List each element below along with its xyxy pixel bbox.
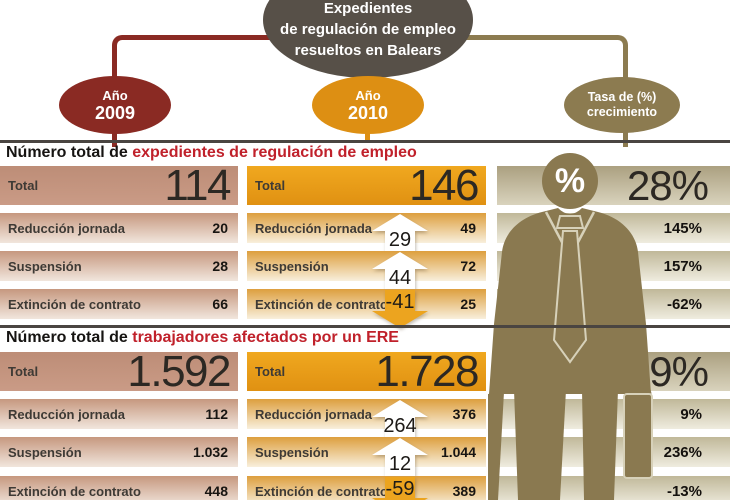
branch-2009-word: Año bbox=[102, 87, 128, 103]
row-label: Extinción de contrato bbox=[8, 483, 141, 499]
section-1-title-highlight: expedientes de regulación de empleo bbox=[132, 144, 417, 161]
row-label: Total bbox=[8, 178, 39, 193]
growth-value: 9% bbox=[680, 405, 702, 423]
row-value: 1.044 bbox=[440, 444, 476, 460]
title-line-3: resueltos en Balears bbox=[294, 42, 442, 59]
branch-2010: Año 2010 bbox=[312, 76, 424, 134]
table-row: Reducción jornada 20 bbox=[0, 213, 238, 243]
arrow-up-icon: 264 bbox=[372, 400, 428, 438]
section-divider bbox=[0, 140, 730, 143]
growth-value: 28% bbox=[626, 161, 709, 209]
delta-value: 29 bbox=[388, 229, 412, 251]
branch-2010-year: 2010 bbox=[347, 102, 389, 123]
table-row: Suspensión 44 72 bbox=[247, 251, 486, 290]
row-label: Total bbox=[8, 364, 39, 379]
growth-value: 9% bbox=[649, 347, 709, 395]
row-value: 72 bbox=[460, 258, 476, 274]
row-value: 1.728 bbox=[375, 346, 479, 396]
row-total-2010: Total 146 bbox=[247, 160, 486, 210]
branch-growth-rate: Tasa de (%) crecimiento bbox=[564, 77, 680, 133]
row-label: Suspensión bbox=[255, 258, 329, 274]
row-value: 28 bbox=[212, 258, 228, 274]
row-label: Reducción jornada bbox=[8, 406, 126, 422]
table-row: Extinción de contrato -41 25 bbox=[247, 289, 486, 328]
delta-value: -41 bbox=[385, 291, 415, 313]
branch-2009: Año 2009 bbox=[59, 76, 171, 134]
table-row: Suspensión 1.032 bbox=[0, 437, 238, 467]
row-label: Total bbox=[255, 178, 286, 193]
section-1-title: Número total de expedientes de regulació… bbox=[6, 143, 417, 163]
growth-value: 145% bbox=[663, 219, 702, 237]
delta-value: 12 bbox=[388, 453, 412, 475]
branch-2009-year: 2009 bbox=[94, 102, 136, 123]
row-label: Extinción de contrato bbox=[255, 483, 388, 499]
row-value: 376 bbox=[452, 406, 476, 422]
row-label: Suspensión bbox=[8, 258, 82, 274]
arrow-down-icon: -59 bbox=[372, 477, 428, 500]
table-row: Reducción jornada 112 bbox=[0, 399, 238, 429]
table-row: Extinción de contrato 448 bbox=[0, 476, 238, 500]
row-value: 112 bbox=[205, 406, 228, 422]
row-total-2009: Total 114 bbox=[0, 160, 238, 210]
section-divider bbox=[0, 325, 730, 328]
row-value: 389 bbox=[452, 483, 476, 499]
branch-2010-word: Año bbox=[355, 87, 381, 103]
arrow-up-icon: 44 bbox=[372, 252, 428, 290]
row-label: Suspensión bbox=[255, 444, 329, 460]
growth-value: -13% bbox=[666, 482, 702, 500]
row-label: Suspensión bbox=[8, 444, 82, 460]
table-row: 157% bbox=[497, 251, 730, 281]
section-1-title-prefix: Número total de bbox=[6, 144, 133, 161]
row-label: Reducción jornada bbox=[8, 220, 126, 236]
row-value: 25 bbox=[460, 296, 476, 312]
row-value: 20 bbox=[212, 220, 228, 236]
table-row: Suspensión 12 1.044 bbox=[247, 437, 486, 476]
table-row: Reducción jornada 29 49 bbox=[247, 213, 486, 252]
title-line-1: Expedientes bbox=[323, 0, 413, 17]
row-total-2010: Total 1.728 bbox=[247, 346, 486, 396]
row-label: Extinción de contrato bbox=[8, 296, 141, 312]
table-row: 145% bbox=[497, 213, 730, 243]
growth-value: 236% bbox=[663, 443, 702, 461]
section-2-title-highlight: trabajadores afectados por un ERE bbox=[132, 329, 399, 346]
section-2-title: Número total de trabajadores afectados p… bbox=[6, 328, 399, 348]
row-label: Extinción de contrato bbox=[255, 296, 388, 312]
table-row: Reducción jornada 264 376 bbox=[247, 399, 486, 438]
infographic-title: Expedientes de regulación de empleo resu… bbox=[263, 0, 473, 61]
growth-value: 157% bbox=[663, 257, 702, 275]
row-value: 49 bbox=[460, 220, 476, 236]
title-bubble: Expedientes de regulación de empleo resu… bbox=[263, 0, 473, 78]
table-row: Extinción de contrato 66 bbox=[0, 289, 238, 319]
delta-value: 44 bbox=[388, 267, 412, 289]
row-value: 1.592 bbox=[127, 346, 231, 396]
arrow-up-icon: 12 bbox=[372, 438, 428, 476]
row-value: 146 bbox=[409, 160, 479, 210]
branch-growth-line2: crecimiento bbox=[586, 105, 658, 119]
row-value: 66 bbox=[212, 296, 228, 312]
row-total-growth: 28% bbox=[497, 161, 730, 209]
row-label: Reducción jornada bbox=[255, 406, 373, 422]
row-value: 114 bbox=[164, 160, 231, 210]
row-value: 1.032 bbox=[192, 444, 228, 460]
row-label: Reducción jornada bbox=[255, 220, 373, 236]
row-value: 448 bbox=[204, 483, 228, 499]
row-label: Total bbox=[255, 364, 286, 379]
table-row: 236% bbox=[497, 437, 730, 467]
delta-value: -59 bbox=[385, 478, 415, 500]
title-line-2: de regulación de empleo bbox=[280, 21, 456, 38]
table-row: Extinción de contrato -59 389 bbox=[247, 476, 486, 500]
arrow-up-icon: 29 bbox=[372, 214, 428, 252]
delta-value: 264 bbox=[383, 415, 417, 437]
table-row: -13% bbox=[497, 476, 730, 500]
branch-growth-line1: Tasa de (%) bbox=[587, 90, 657, 104]
section-2-title-prefix: Número total de bbox=[6, 329, 133, 346]
row-total-growth: 9% bbox=[497, 347, 730, 395]
table-row: Suspensión 28 bbox=[0, 251, 238, 281]
growth-value: -62% bbox=[666, 295, 702, 313]
arrow-down-icon: -41 bbox=[372, 290, 428, 328]
table-row: 9% bbox=[497, 399, 730, 429]
row-total-2009: Total 1.592 bbox=[0, 346, 238, 396]
table-row: -62% bbox=[497, 289, 730, 319]
